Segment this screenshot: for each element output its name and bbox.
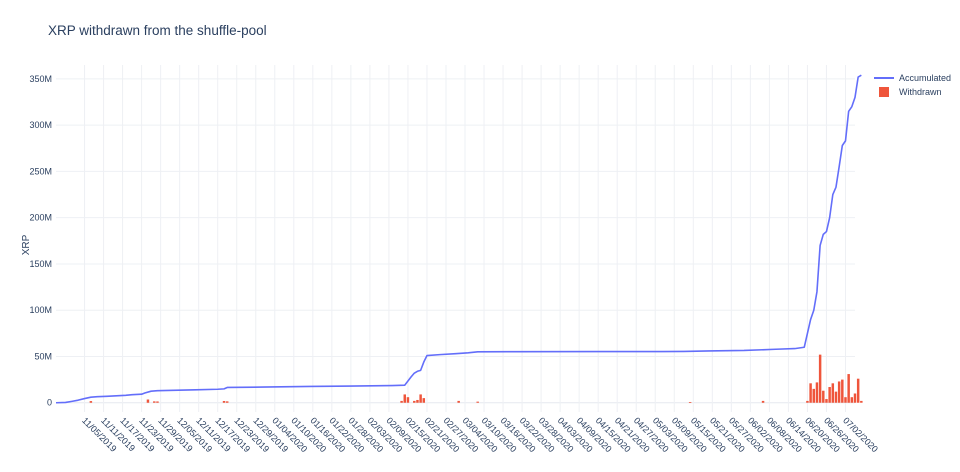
y-tick-label: 150M (29, 259, 52, 269)
withdrawn-bar (834, 391, 838, 403)
withdrawn-bar (831, 383, 835, 403)
withdrawn-bar (422, 398, 426, 403)
withdrawn-bar (222, 400, 226, 403)
withdrawn-bar (856, 378, 860, 403)
accumulated-line-layer (55, 74, 862, 404)
withdrawn-bar (818, 354, 822, 403)
withdrawn-bar (89, 401, 93, 403)
withdrawn-bar (844, 397, 847, 403)
withdrawn-bar (688, 402, 692, 403)
withdrawn-bar (853, 393, 857, 403)
withdrawn-bar (225, 401, 229, 403)
withdrawn-bar (156, 401, 159, 403)
legend-bar-swatch (879, 87, 889, 97)
legend[interactable]: Accumulated Withdrawn (874, 73, 951, 97)
legend-item-accumulated[interactable]: Accumulated (874, 73, 951, 83)
withdrawn-bar (837, 381, 841, 403)
withdrawn-bar (828, 387, 831, 403)
withdrawn-bar (860, 400, 863, 403)
withdrawn-bar (825, 399, 828, 403)
withdrawn-bar (457, 400, 460, 403)
x-axis-ticks: 11/05/201911/11/201911/17/201911/23/2019… (80, 415, 880, 454)
withdrawn-bar (413, 400, 416, 403)
withdrawn-bar (847, 374, 850, 403)
withdrawn-bar (416, 399, 419, 403)
y-tick-label: 100M (29, 305, 52, 315)
y-tick-label: 200M (29, 213, 52, 223)
withdrawn-bar (400, 400, 403, 403)
withdrawn-bar (841, 379, 844, 403)
grid-layer (56, 65, 855, 412)
withdrawn-bar (761, 400, 765, 403)
withdrawn-bar (815, 382, 819, 403)
y-tick-label: 50M (34, 351, 52, 361)
y-axis-ticks: 0 50M 100M 150M 200M 250M 300M 350M (29, 74, 52, 408)
withdrawn-bar (806, 400, 809, 403)
y-tick-label: 300M (29, 120, 52, 130)
withdrawn-bar (850, 397, 854, 403)
withdrawn-bar (476, 401, 479, 403)
y-axis-label: XRP (21, 234, 32, 255)
y-tick-label: 0 (47, 398, 52, 408)
legend-label-accumulated: Accumulated (899, 73, 951, 83)
withdrawn-bar (403, 394, 406, 403)
legend-item-withdrawn[interactable]: Withdrawn (879, 87, 942, 97)
accumulated-line (55, 74, 862, 404)
withdrawn-bars (89, 354, 863, 403)
withdrawn-bar (809, 383, 812, 403)
withdrawn-bar (419, 394, 422, 403)
withdrawn-bar (146, 399, 150, 403)
withdrawn-bar (822, 390, 825, 403)
chart-title: XRP withdrawn from the shuffle-pool (48, 23, 267, 38)
y-tick-label: 250M (29, 166, 52, 176)
withdrawn-bar (812, 388, 816, 403)
y-tick-label: 350M (29, 74, 52, 84)
withdrawn-bar (153, 401, 156, 403)
legend-label-withdrawn: Withdrawn (899, 87, 942, 97)
withdrawn-bar (406, 397, 410, 403)
